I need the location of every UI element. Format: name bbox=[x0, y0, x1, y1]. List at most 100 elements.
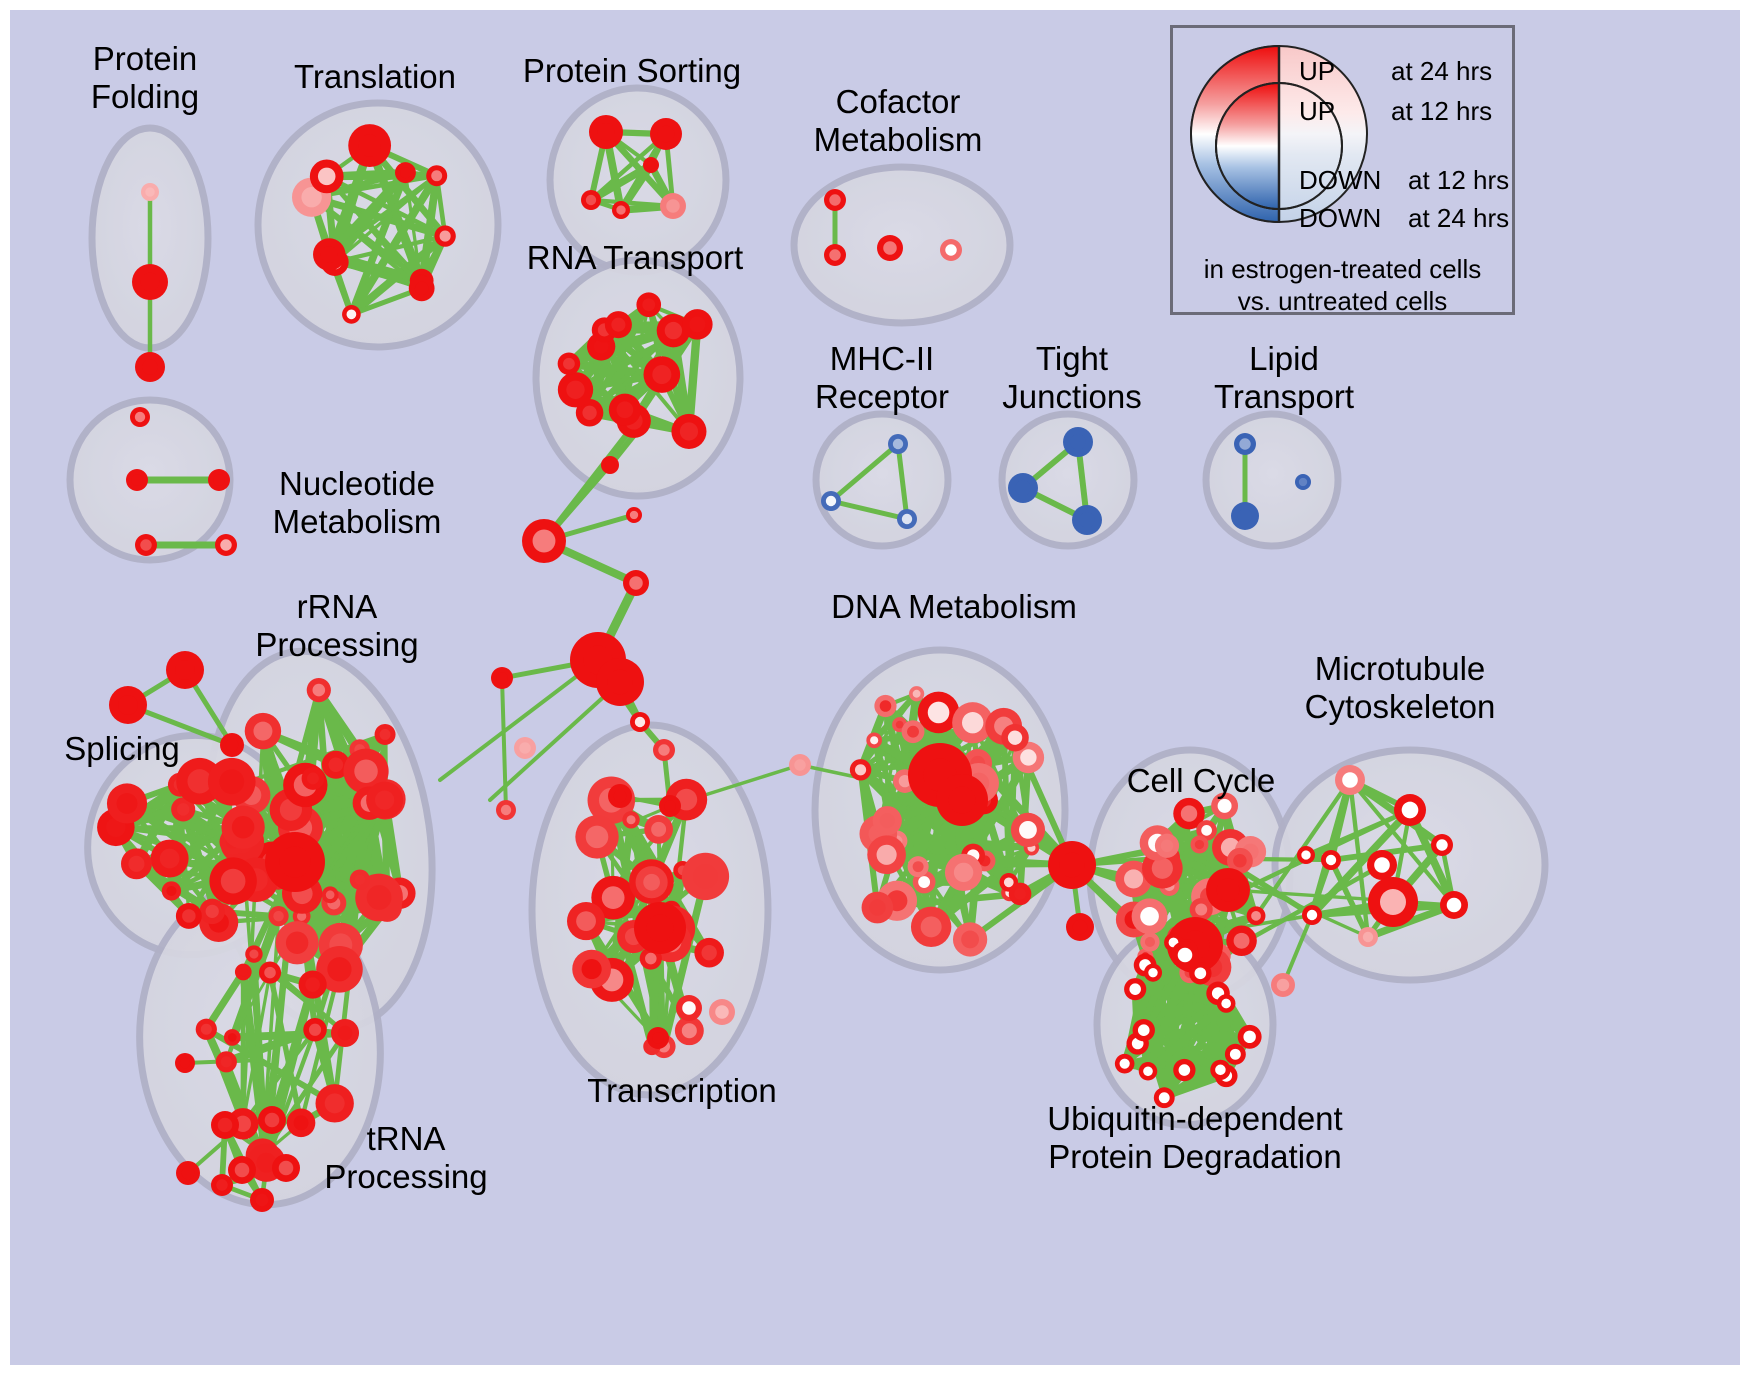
mhc-node-inner bbox=[825, 495, 837, 507]
network-graph bbox=[66, 84, 1549, 1212]
trna-node-inner bbox=[278, 1160, 294, 1176]
translation-node-inner bbox=[431, 170, 443, 182]
dna-node-inner bbox=[876, 844, 897, 865]
ubq-node-inner bbox=[1177, 947, 1193, 963]
rrna-node-inner bbox=[354, 759, 378, 783]
edge bbox=[541, 417, 641, 544]
splicing-node-inner bbox=[231, 815, 255, 839]
tj-node-inner bbox=[1015, 480, 1031, 496]
translation-node-inner bbox=[317, 167, 336, 186]
dna-node-inner bbox=[912, 689, 921, 698]
ps-node-inner bbox=[657, 125, 675, 143]
transcription-node-inner bbox=[585, 825, 609, 849]
mhc-node-inner bbox=[892, 438, 904, 450]
cluster-label-lipid-transport: Lipid Transport bbox=[1214, 340, 1354, 415]
edge bbox=[332, 877, 363, 1106]
nm-node-inner bbox=[131, 474, 143, 486]
chain-node-inner bbox=[532, 529, 556, 553]
transcription-node-inner bbox=[693, 864, 718, 889]
cluster-label-rna-transport: RNA Transport bbox=[526, 239, 744, 276]
cluster-label-cell-cycle: Cell Cycle bbox=[1126, 762, 1276, 799]
cellcycle-node-inner bbox=[1195, 903, 1208, 916]
translation-node-inner bbox=[358, 134, 381, 157]
splicing-node-inner bbox=[159, 848, 180, 869]
dna-node-inner bbox=[1020, 749, 1037, 766]
edge bbox=[684, 320, 702, 436]
mt-node-inner bbox=[1446, 897, 1462, 913]
mt-node-inner bbox=[1436, 839, 1448, 851]
trna-node-inner bbox=[234, 1162, 250, 1178]
edge bbox=[488, 680, 622, 802]
dna-node-inner bbox=[1019, 820, 1037, 839]
cellcycle-node-inner bbox=[1124, 869, 1144, 889]
rrna-node-inner bbox=[253, 721, 273, 741]
dna-node-inner bbox=[912, 861, 924, 873]
edge bbox=[202, 968, 247, 1033]
mt-node-inner bbox=[1362, 931, 1374, 943]
edge bbox=[1161, 1000, 1229, 1101]
legend-box: UP at 24 hrs UP at 12 hrs DOWN at 12 hrs… bbox=[1170, 25, 1515, 316]
cluster-label-translation: Translation bbox=[293, 58, 457, 95]
mt-node-inner bbox=[1342, 772, 1358, 788]
rrna-node-inner bbox=[375, 790, 395, 810]
rt-node-inner bbox=[563, 357, 575, 370]
cellcycle-node-inner bbox=[1180, 805, 1198, 822]
chain-node-inner bbox=[605, 460, 615, 470]
lt-node-inner bbox=[1237, 508, 1253, 524]
edge bbox=[324, 174, 424, 291]
cluster-label-ubiquitin-degradation: Ubiquitin-dependent Protein Degradation bbox=[1047, 1100, 1343, 1175]
ps-node-inner bbox=[666, 199, 680, 213]
edge bbox=[326, 173, 440, 257]
rrna-node-inner bbox=[379, 729, 391, 740]
cm-node-inner bbox=[829, 194, 841, 206]
translation-node-inner bbox=[400, 167, 411, 179]
rrna-node-inner bbox=[327, 957, 352, 982]
splicing-node-inner bbox=[219, 769, 245, 795]
rrna-hub-inner bbox=[279, 846, 311, 878]
edge bbox=[1281, 913, 1314, 987]
legend-dir-0: UP bbox=[1299, 56, 1336, 86]
mt-node-inner bbox=[1306, 909, 1318, 921]
pf-node-inner bbox=[140, 272, 160, 292]
rt-node-inner bbox=[642, 298, 656, 312]
tj-node-inner bbox=[1079, 512, 1095, 528]
translation-node-inner bbox=[414, 281, 429, 296]
splicing-node-inner bbox=[166, 885, 177, 896]
rt-node-inner bbox=[566, 380, 585, 399]
dna-node-inner bbox=[1014, 888, 1026, 900]
cellcycle-node-inner bbox=[1194, 839, 1205, 850]
cellcycle-node-inner bbox=[1233, 932, 1250, 949]
cluster-label-protein-folding: Protein Folding bbox=[90, 40, 200, 115]
cm-node-inner bbox=[829, 249, 841, 261]
dna-node-inner bbox=[1007, 730, 1023, 745]
legend-dir-1: UP bbox=[1299, 96, 1336, 126]
cluster-label-rrna-processing: rRNA Processing bbox=[255, 588, 419, 663]
dna-node-inner bbox=[898, 774, 912, 788]
trna-node-inner bbox=[256, 1152, 277, 1173]
chain-node-inner bbox=[634, 716, 646, 728]
transcription-hub-inner bbox=[646, 914, 674, 942]
ps-node-inner bbox=[646, 160, 656, 170]
translation-node-inner bbox=[301, 186, 322, 208]
ubq-node-inner bbox=[1158, 1092, 1170, 1104]
transcription-node-inner bbox=[601, 886, 625, 910]
dna-node-inner bbox=[961, 930, 980, 949]
mt-node-inner bbox=[1325, 854, 1337, 866]
edge bbox=[325, 168, 410, 259]
edge bbox=[1364, 901, 1458, 941]
cellcycle-node-inner bbox=[1251, 910, 1261, 921]
splicing-node-inner bbox=[187, 769, 212, 794]
dna-bridge-inner bbox=[1059, 852, 1085, 878]
trna-node-inner bbox=[324, 1093, 345, 1114]
edge bbox=[312, 796, 389, 1033]
dna-node-inner bbox=[879, 700, 892, 712]
rrna-node-inner bbox=[366, 885, 392, 910]
mt-node-inner bbox=[1276, 978, 1290, 992]
trna-node-inner bbox=[216, 1179, 228, 1191]
trna-node-inner bbox=[264, 1112, 280, 1128]
dna-node-inner bbox=[1003, 877, 1014, 888]
legend-dir-2: DOWN bbox=[1299, 165, 1382, 195]
ubq-node-inner bbox=[1229, 1048, 1241, 1060]
edge bbox=[828, 441, 901, 504]
